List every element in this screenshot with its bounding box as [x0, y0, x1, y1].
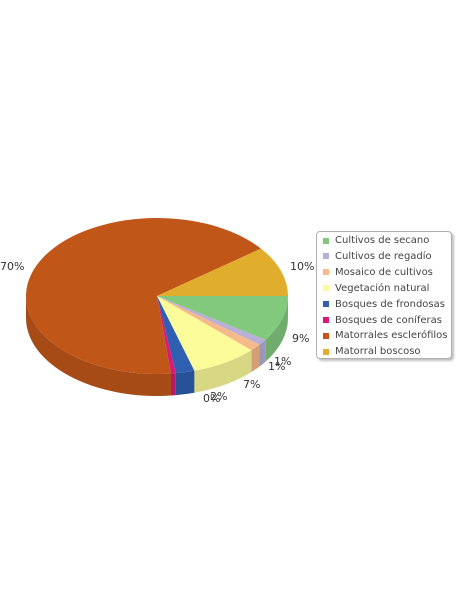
pie-top	[25, 218, 288, 374]
pie-slice-7	[157, 248, 288, 296]
pie-slice-0	[157, 296, 288, 340]
data-label-3: 7%	[243, 378, 260, 391]
data-label-1: 1%	[274, 355, 291, 368]
legend-item: Cultivos de secano	[323, 233, 429, 248]
legend-item: Matorrales esclerófilos	[323, 328, 448, 343]
pie-side-5	[170, 373, 176, 396]
pie-side-3	[194, 350, 252, 393]
pie-slice-5	[157, 296, 176, 374]
legend-label: Mosaico de cultivos	[335, 266, 433, 278]
legend-label: Cultivos de secano	[335, 235, 430, 246]
legend-swatch	[323, 237, 329, 244]
data-label-6: 70%	[0, 260, 24, 273]
pie-slice-1	[157, 296, 266, 345]
legend-swatch	[323, 301, 329, 308]
legend-swatch	[323, 317, 329, 323]
pie-slice-6	[25, 218, 262, 374]
legend: Cultivos de secano Cultivos de regadío Mos…	[316, 231, 452, 359]
pie-side-1	[259, 339, 266, 367]
pie-side-4	[175, 370, 195, 396]
data-label-0: 9%	[292, 332, 309, 345]
legend-swatch	[323, 253, 329, 260]
pie-side-6	[26, 296, 171, 396]
data-label-4: 2%	[210, 390, 227, 403]
data-label-7: 10%	[290, 260, 314, 273]
legend-item: Bosques de frondosas	[323, 297, 445, 312]
legend-label: Bosques de coníferas	[335, 314, 442, 326]
legend-label: Vegetación natural	[335, 282, 430, 294]
pie-side-0	[265, 296, 288, 362]
pie-slice-4	[157, 296, 195, 374]
legend-item: Matorral boscoso	[323, 344, 421, 359]
legend-item: Vegetación natural	[323, 281, 429, 296]
pie-sides	[26, 296, 288, 396]
pie-slice-2	[157, 296, 260, 351]
legend-swatch	[323, 285, 329, 292]
pie-side-2	[251, 344, 260, 373]
legend-swatch	[323, 332, 329, 339]
pie-slice-3	[157, 296, 252, 371]
legend-label: Matorral boscoso	[335, 346, 421, 358]
legend-label: Cultivos de regadío	[335, 250, 432, 262]
data-label-5: 0%	[203, 392, 220, 405]
legend-label: Bosques de frondosas	[335, 298, 445, 310]
data-labels: 9%1%1%7%2%0%70% 10%	[0, 260, 314, 405]
legend-label: Matorrales esclerófilos	[335, 330, 448, 342]
legend-item: Mosaico de cultivos	[323, 265, 433, 280]
data-label-2: 1%	[268, 360, 285, 373]
legend-item: Cultivos de regadío	[323, 249, 432, 264]
legend-item: Bosques de coníferas	[323, 313, 442, 328]
legend-swatch	[323, 269, 329, 276]
legend-swatch	[323, 348, 329, 355]
